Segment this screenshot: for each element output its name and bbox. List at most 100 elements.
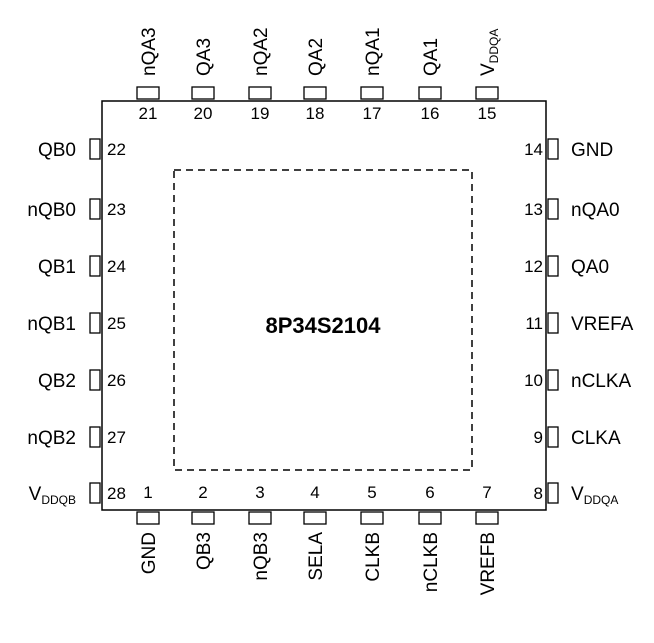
pin-label: QB0 [38,140,76,161]
pin-name: QA3 [194,38,215,76]
pin-pad [248,511,272,525]
pin-label: nQA2 [251,27,272,76]
pin-number: 24 [107,257,126,276]
pin-label: GND [139,532,160,574]
pin-pad [89,369,101,391]
pin-number: 9 [534,428,543,447]
pin-number: 7 [482,483,491,502]
pin-number: 16 [421,104,440,123]
pin-20: 20 QA3 [191,38,215,123]
pin-number: 14 [524,140,543,159]
pin-25: 25 nQB1 [27,312,126,335]
pin-label: nQA0 [571,200,620,221]
pin-label: SELA [306,532,327,581]
pin-number: 20 [194,104,213,123]
pin-name: V [571,484,584,505]
pin-23: 23 nQB0 [27,198,126,221]
pin-pad [360,511,384,525]
pin-18: 18 QA2 [303,38,327,123]
pin-pad [418,86,442,100]
pin-number: 2 [198,483,207,502]
pin-pad [475,86,499,100]
pin-name: GND [571,140,613,161]
pin-name: nQB0 [27,200,76,221]
pin-label: QB1 [38,257,76,278]
pin-21: 21 nQA3 [136,27,160,123]
pin-2: 2 QB3 [191,483,215,570]
pin-label: nQA1 [363,27,384,76]
pin-pad [360,86,384,100]
pin-pad [89,138,101,160]
pin-pad [191,511,215,525]
pin-number: 27 [107,428,126,447]
pin-number: 15 [478,104,497,123]
pin-number: 10 [524,371,543,390]
pin-pad [89,198,101,220]
pin-label: VDDQB [29,484,76,507]
pin-label: nCLKA [571,371,632,392]
pin-number: 26 [107,371,126,390]
pin-pad [303,86,327,100]
pin-name: QA2 [306,38,327,76]
pin-3: 3 nQB3 [248,483,272,581]
pin-13: 13 nQA0 [524,198,620,221]
exposed-pad-outline [173,169,473,471]
pin-name: nCLKA [571,371,632,392]
pin-pad [191,86,215,100]
pin-pad [89,426,101,448]
pin-pad [248,86,272,100]
pin-label: QB2 [38,371,76,392]
pin-number: 8 [534,484,543,503]
pin-5: 5 CLKB [360,483,384,582]
pin-16: 16 QA1 [418,38,442,123]
pin-name: nQA1 [363,27,384,76]
pin-label: nQB1 [27,314,76,335]
pin-name: SELA [306,532,327,581]
pin-17: 17 nQA1 [360,27,384,123]
pin-name: nCLKB [421,532,442,592]
pin-9: 9 CLKA [534,426,621,449]
pin-pad [418,511,442,525]
pin-number: 13 [524,200,543,219]
pin-pad [547,255,559,277]
pin-label: nQB3 [251,532,272,581]
pin-number: 25 [107,314,126,333]
pin-10: 10 nCLKA [524,369,632,392]
pin-name: CLKA [571,428,621,449]
chip-name: 8P34S2104 [266,313,382,338]
pin-number: 1 [143,483,152,502]
pin-12: 12 QA0 [524,255,609,278]
pin-name-subscript: DDQA [487,29,501,64]
pin-number: 17 [363,104,382,123]
pin-label: nQA3 [139,27,160,76]
pin-pad [547,369,559,391]
pin-pad [136,511,160,525]
pin-label: QA1 [421,38,442,76]
pin-8: 8 VDDQA [534,482,618,507]
pin-name: nQA0 [571,200,620,221]
pin-name: QB2 [38,371,76,392]
pin-19: 19 nQA2 [248,27,272,123]
pin-label: GND [571,140,613,161]
pin-label: VREFB [478,532,499,595]
pin-label: QA0 [571,257,609,278]
pin-pad [136,86,160,100]
pin-28: 28 VDDQB [29,482,126,507]
pin-name: V [29,484,42,505]
pin-name: nQB2 [27,428,76,449]
pin-label: QB3 [194,532,215,570]
pin-number: 28 [107,484,126,503]
pin-name: CLKB [363,532,384,582]
pin-number: 3 [255,483,264,502]
pin-pad [475,511,499,525]
pin-name: nQB3 [251,532,272,581]
pin-number: 19 [251,104,270,123]
pin-7: 7 VREFB [475,483,499,595]
pin-name: nQB1 [27,314,76,335]
pin-name: VREFA [571,314,634,335]
package-outline [101,100,547,511]
pin-pad [89,482,101,504]
pin-label: CLKA [571,428,621,449]
pin-name: VREFB [478,532,499,595]
